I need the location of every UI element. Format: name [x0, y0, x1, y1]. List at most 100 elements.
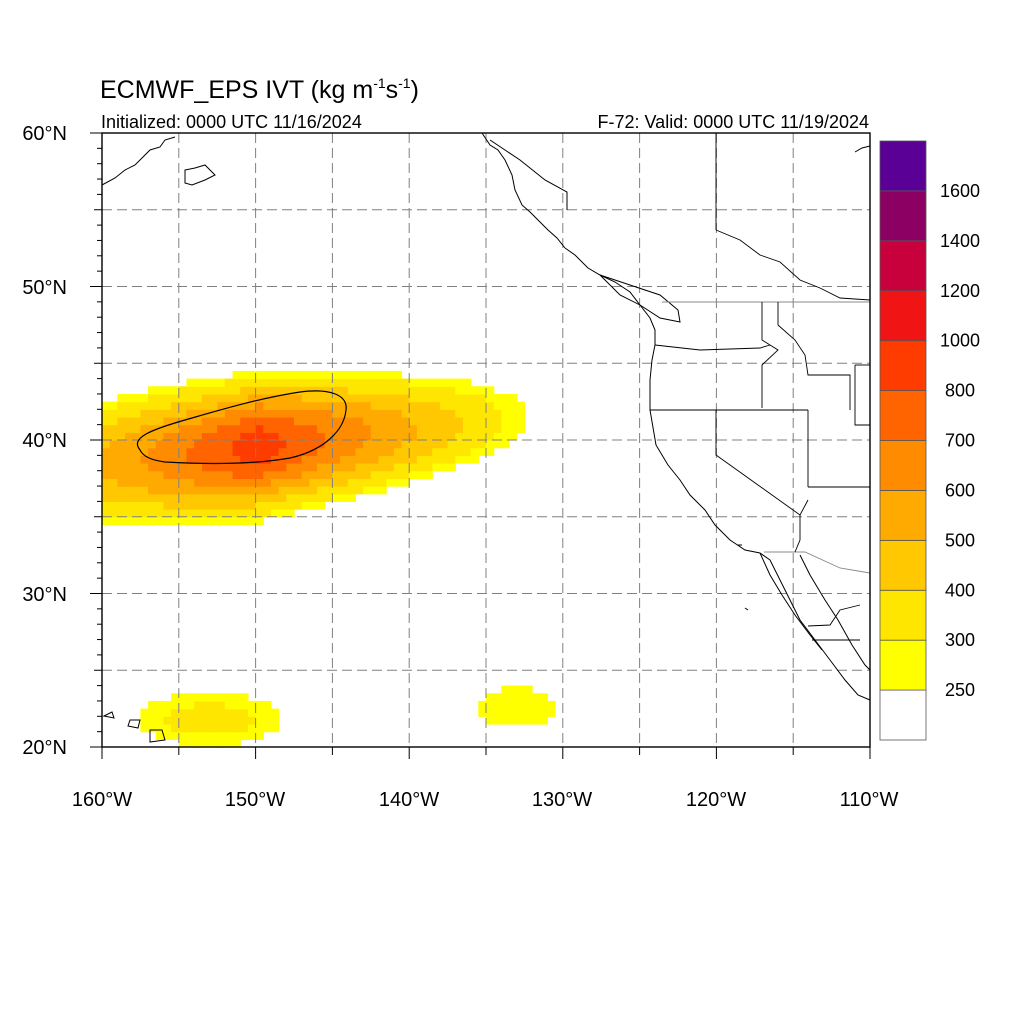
ivt-cell: [171, 731, 180, 740]
ivt-cell: [186, 700, 195, 710]
ivt-cell: [278, 470, 287, 479]
ivt-cell: [155, 401, 165, 410]
ivt-cell: [332, 470, 341, 479]
ivt-cell: [194, 463, 203, 472]
ivt-cell: [355, 409, 364, 418]
ivt-cell: [155, 493, 165, 502]
ivt-cell: [386, 409, 395, 418]
ivt-cell: [263, 440, 272, 449]
ivt-cell: [224, 432, 234, 441]
ivt-cell: [432, 416, 441, 426]
ivt-cell: [363, 401, 372, 410]
ivt-cell: [132, 501, 141, 510]
ivt-cell: [102, 478, 111, 487]
ivt-cell: [263, 723, 272, 733]
ivt-cell: [270, 440, 280, 449]
ivt-cell: [194, 693, 203, 702]
ivt-cell: [332, 486, 341, 495]
ivt-cell: [401, 447, 410, 456]
ivt-cell: [462, 440, 472, 449]
ivt-cell: [386, 416, 395, 426]
ivt-cell: [247, 432, 257, 441]
ivt-cell: [286, 478, 295, 487]
ivt-cell: [224, 501, 234, 510]
ivt-cell: [224, 416, 234, 426]
ivt-cell: [370, 486, 380, 495]
ivt-cell: [324, 416, 333, 426]
ivt-cell: [455, 440, 464, 449]
ivt-cell: [470, 424, 479, 433]
ivt-cell: [340, 393, 349, 403]
ivt-cell: [148, 716, 157, 725]
ivt-cell: [148, 401, 157, 410]
ivt-cell: [247, 486, 257, 495]
ivt-cell: [109, 516, 118, 526]
ivt-cell: [240, 432, 249, 441]
ivt-cell: [186, 708, 195, 717]
ivt-cell: [240, 440, 249, 449]
ivt-cell: [178, 409, 188, 418]
ivt-cell: [378, 416, 387, 426]
ivt-cell: [209, 401, 218, 410]
ivt-cell: [270, 708, 280, 717]
ivt-cell: [209, 447, 218, 456]
ivt-cell: [255, 509, 264, 518]
ivt-cell: [393, 470, 403, 479]
ivt-cell: [355, 401, 364, 410]
ivt-cell: [294, 432, 303, 441]
ivt-cell: [109, 486, 118, 495]
ivt-cell: [332, 393, 341, 403]
ivt-cell: [232, 370, 241, 380]
ivt-cell: [447, 393, 456, 403]
ivt-cell: [263, 478, 272, 487]
ivt-cell: [363, 486, 372, 495]
ivt-cell: [148, 723, 157, 733]
ivt-cell: [439, 393, 449, 403]
ivt-cell: [447, 416, 456, 426]
ivt-cell: [455, 424, 464, 433]
ivt-cell: [232, 378, 241, 387]
ivt-cell: [263, 470, 272, 479]
ivt-cell: [278, 440, 287, 449]
ivt-cell: [217, 393, 226, 403]
ivt-cell: [501, 409, 510, 418]
ivt-cell: [286, 386, 295, 395]
ivt-cell: [501, 716, 510, 725]
ivt-cell: [355, 378, 364, 387]
ivt-cell: [317, 463, 326, 472]
ivt-cell: [532, 708, 541, 717]
ivt-cell: [247, 731, 257, 740]
ivt-cell: [378, 440, 387, 449]
ivt-cell: [286, 409, 295, 418]
ivt-cell: [224, 509, 234, 518]
ivt-cell: [178, 739, 188, 748]
ivt-cell: [470, 455, 479, 464]
ivt-cell: [102, 424, 111, 433]
ivt-cell: [432, 463, 441, 472]
ivt-cell: [102, 455, 111, 464]
ivt-cell: [171, 401, 180, 410]
y-tick-label: 60°N: [22, 123, 67, 145]
ivt-cell: [163, 723, 172, 733]
ivt-cell: [478, 409, 487, 418]
ivt-cell: [294, 493, 303, 502]
ivt-cell: [386, 440, 395, 449]
ivt-cell: [501, 401, 510, 410]
ivt-cell: [286, 493, 295, 502]
ivt-cell: [240, 401, 249, 410]
ivt-cell: [278, 493, 287, 502]
ivt-cell: [478, 447, 487, 456]
ivt-cell: [309, 409, 318, 418]
ivt-cell: [255, 493, 264, 502]
ivt-cell: [217, 470, 226, 479]
ivt-cell: [524, 685, 533, 694]
ivt-cell: [309, 401, 318, 410]
ivt-cell: [270, 378, 280, 387]
ivt-cell: [140, 470, 149, 479]
ivt-cell: [163, 401, 172, 410]
ivt-cell: [240, 731, 249, 740]
ivt-cell: [247, 424, 257, 433]
ivt-cell: [255, 486, 264, 495]
ivt-cell: [186, 378, 195, 387]
x-tick-label: 120°W: [686, 789, 746, 811]
